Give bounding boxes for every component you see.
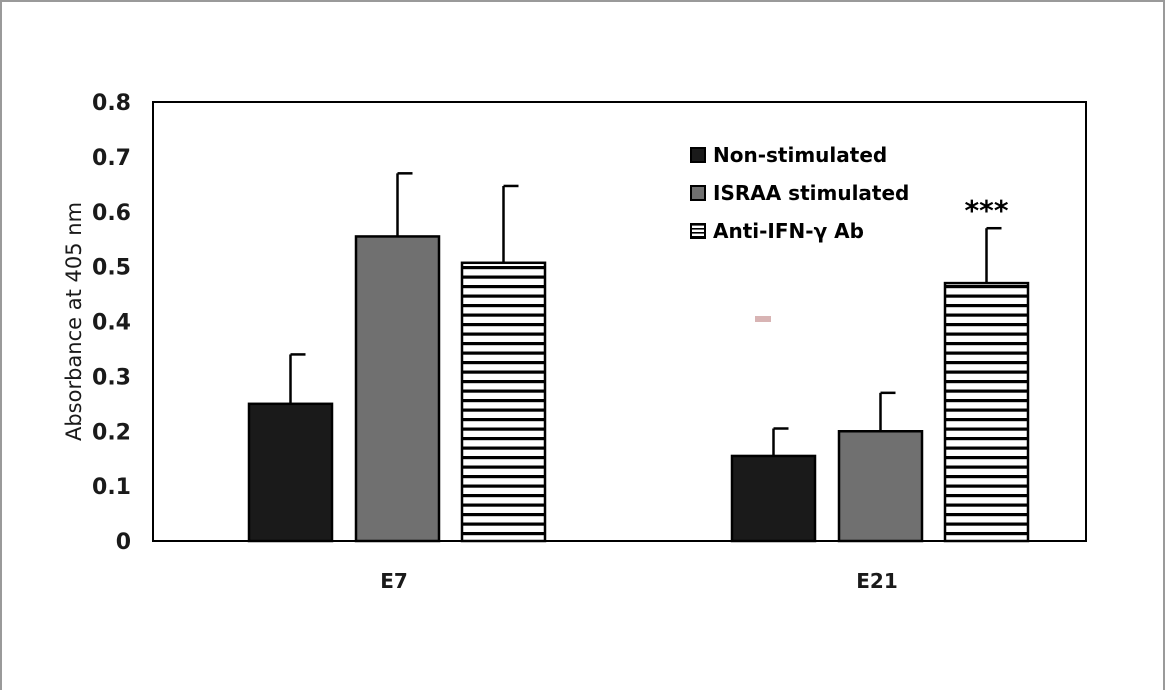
x-tick-label: E7 (380, 569, 408, 593)
bar-e7-0 (247, 402, 334, 543)
y-tick-label: 0.8 (92, 91, 131, 116)
legend-label: ISRAA stimulated (713, 181, 909, 205)
legend-swatch (690, 223, 706, 239)
bar-e21-2 (943, 281, 1030, 543)
y-tick-label: 0.6 (92, 201, 131, 226)
bar-e21-0 (730, 454, 817, 543)
legend-swatch (690, 147, 706, 163)
legend-swatch (690, 185, 706, 201)
bar-e21-1 (837, 430, 924, 543)
plot-area-frame (152, 101, 1087, 542)
artifact-mark (755, 316, 771, 322)
y-tick-label: 0.4 (92, 311, 131, 336)
y-tick-label: 0.7 (92, 146, 131, 171)
significance-annotation: *** (965, 194, 1009, 227)
bar-e7-2 (460, 261, 547, 543)
y-tick-label: 0.2 (92, 420, 131, 445)
y-axis-label: Absorbance at 405 nm (62, 202, 86, 441)
legend-label: Non-stimulated (713, 143, 887, 167)
legend-label: Anti-IFN-γ Ab (713, 219, 864, 243)
y-tick-label: 0.3 (92, 365, 131, 390)
y-tick-label: 0.1 (92, 475, 131, 500)
y-tick-label: 0.5 (92, 256, 131, 281)
bar-e7-1 (354, 235, 441, 543)
y-tick-label: 0 (116, 530, 131, 555)
x-tick-label: E21 (856, 569, 898, 593)
